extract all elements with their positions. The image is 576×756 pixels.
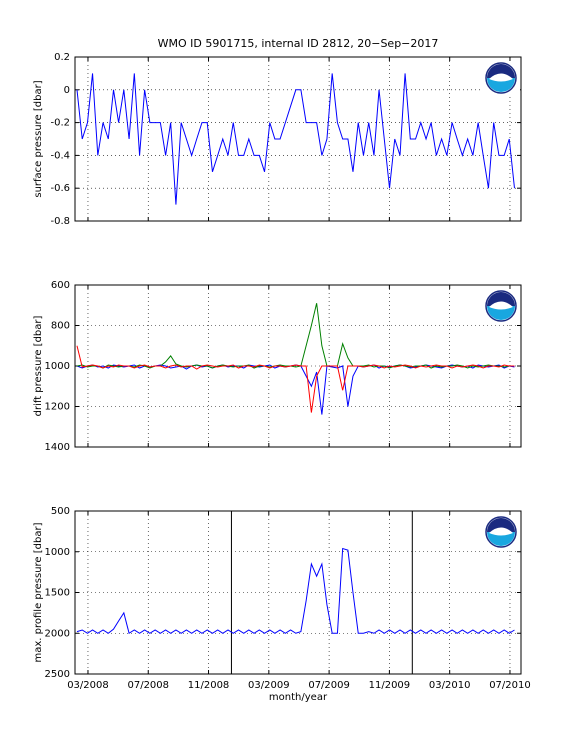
y-tick-label: -0.6 bbox=[50, 183, 70, 194]
x-tick-label: 07/2009 bbox=[308, 680, 350, 691]
logo-bird bbox=[489, 301, 513, 310]
y-tick-label: -0.2 bbox=[50, 118, 70, 129]
logo-bird bbox=[489, 527, 513, 536]
logo-bird bbox=[489, 73, 513, 82]
y-tick-label: 1200 bbox=[45, 402, 70, 413]
axes-box bbox=[74, 510, 522, 675]
data-line bbox=[76, 547, 515, 635]
y-axis-label: surface pressure [dbar] bbox=[33, 80, 44, 197]
x-tick-label: 03/2010 bbox=[429, 680, 471, 691]
x-tick-label: 07/2010 bbox=[489, 680, 531, 691]
y-tick-label: 600 bbox=[51, 280, 70, 291]
x-tick-label: 03/2009 bbox=[248, 680, 290, 691]
data-line bbox=[76, 303, 515, 369]
y-tick-label: 1000 bbox=[45, 547, 70, 558]
x-tick-label: 11/2009 bbox=[369, 680, 411, 691]
y-tick-label: 0.2 bbox=[54, 52, 70, 63]
logo-bottom bbox=[487, 306, 515, 320]
x-tick-label: 03/2008 bbox=[67, 680, 109, 691]
chart-title: WMO ID 5901715, internal ID 2812, 20−Sep… bbox=[158, 37, 439, 50]
axes-box bbox=[74, 284, 522, 448]
y-tick-label: 2000 bbox=[45, 628, 70, 639]
y-tick-label: 0 bbox=[64, 85, 70, 96]
logo-bottom bbox=[487, 532, 515, 546]
logo-bottom bbox=[487, 78, 515, 92]
logo-top bbox=[487, 292, 515, 306]
logo-top bbox=[487, 64, 515, 78]
y-tick-label: 2500 bbox=[45, 669, 70, 680]
axes-box bbox=[74, 56, 522, 222]
logo-top bbox=[487, 518, 515, 532]
x-tick-label: 11/2008 bbox=[188, 680, 230, 691]
y-tick-label: 500 bbox=[51, 506, 70, 517]
y-axis-label: max. profile pressure [dbar] bbox=[33, 522, 44, 662]
x-axis-label: month/year bbox=[269, 692, 328, 703]
y-axis-label: drift pressure [dbar] bbox=[33, 316, 44, 417]
data-line bbox=[76, 73, 515, 205]
y-tick-label: -0.8 bbox=[50, 216, 70, 227]
y-tick-label: 1500 bbox=[45, 588, 70, 599]
y-tick-label: 800 bbox=[51, 321, 70, 332]
y-tick-label: 1400 bbox=[45, 442, 70, 453]
y-tick-label: 1000 bbox=[45, 361, 70, 372]
data-line bbox=[76, 345, 515, 413]
y-tick-label: -0.4 bbox=[50, 150, 70, 161]
x-tick-label: 07/2008 bbox=[127, 680, 169, 691]
